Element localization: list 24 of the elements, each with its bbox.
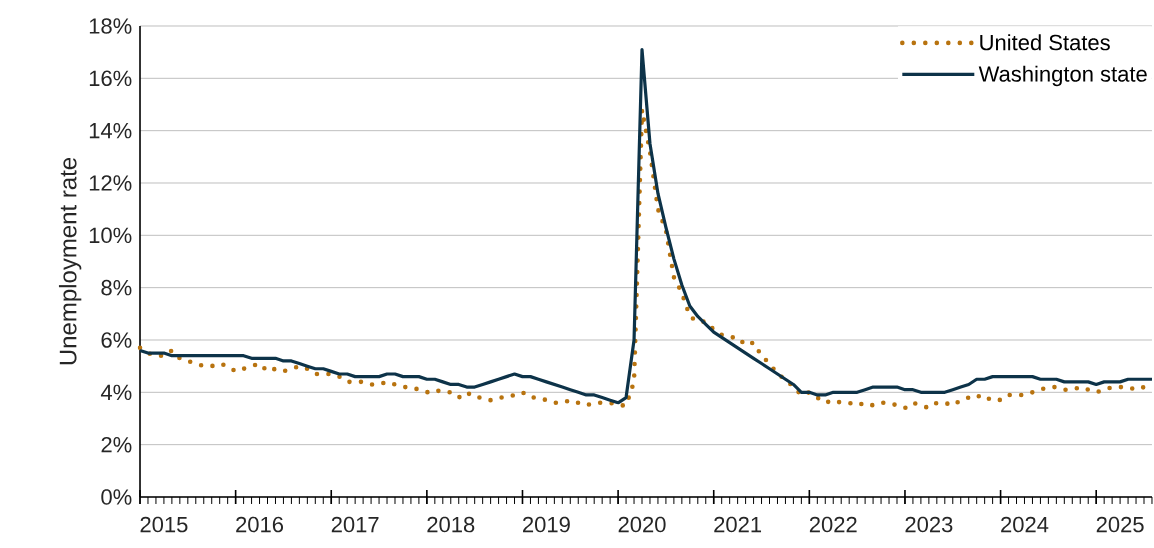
x-tick-label: 2017	[331, 516, 379, 533]
y-tick-label: 8%	[101, 279, 132, 296]
y-tick-label: 4%	[100, 384, 132, 401]
y-tick-label: 16%	[89, 70, 132, 87]
y-axis-title: Unemployment rate	[58, 157, 82, 365]
y-tick-label: 18%	[89, 18, 132, 34]
y-tick-label: 12%	[89, 175, 132, 191]
y-tick-label: 10%	[89, 227, 132, 244]
legend-label: Washington state	[978, 65, 1147, 87]
x-tick-label: 2023	[905, 516, 953, 533]
y-tick-label: 0%	[101, 489, 132, 505]
y-tick-label: 14%	[89, 122, 132, 139]
y-tick-label: 6%	[101, 332, 132, 348]
x-tick-label: 2024	[1001, 516, 1049, 533]
x-tick-label: 2021	[714, 516, 762, 533]
x-tick-label: 2019	[523, 516, 570, 533]
x-tick-label: 2016	[236, 516, 284, 533]
legend-label: United States	[980, 34, 1110, 51]
x-tick-label: 2015	[140, 516, 188, 533]
x-tick-label: 2025	[1096, 516, 1144, 533]
x-tick-label: 2020	[618, 516, 666, 533]
x-tick-label: 2018	[427, 516, 475, 533]
x-tick-label: 2022	[809, 516, 857, 533]
y-tick-label: 2%	[101, 436, 132, 453]
